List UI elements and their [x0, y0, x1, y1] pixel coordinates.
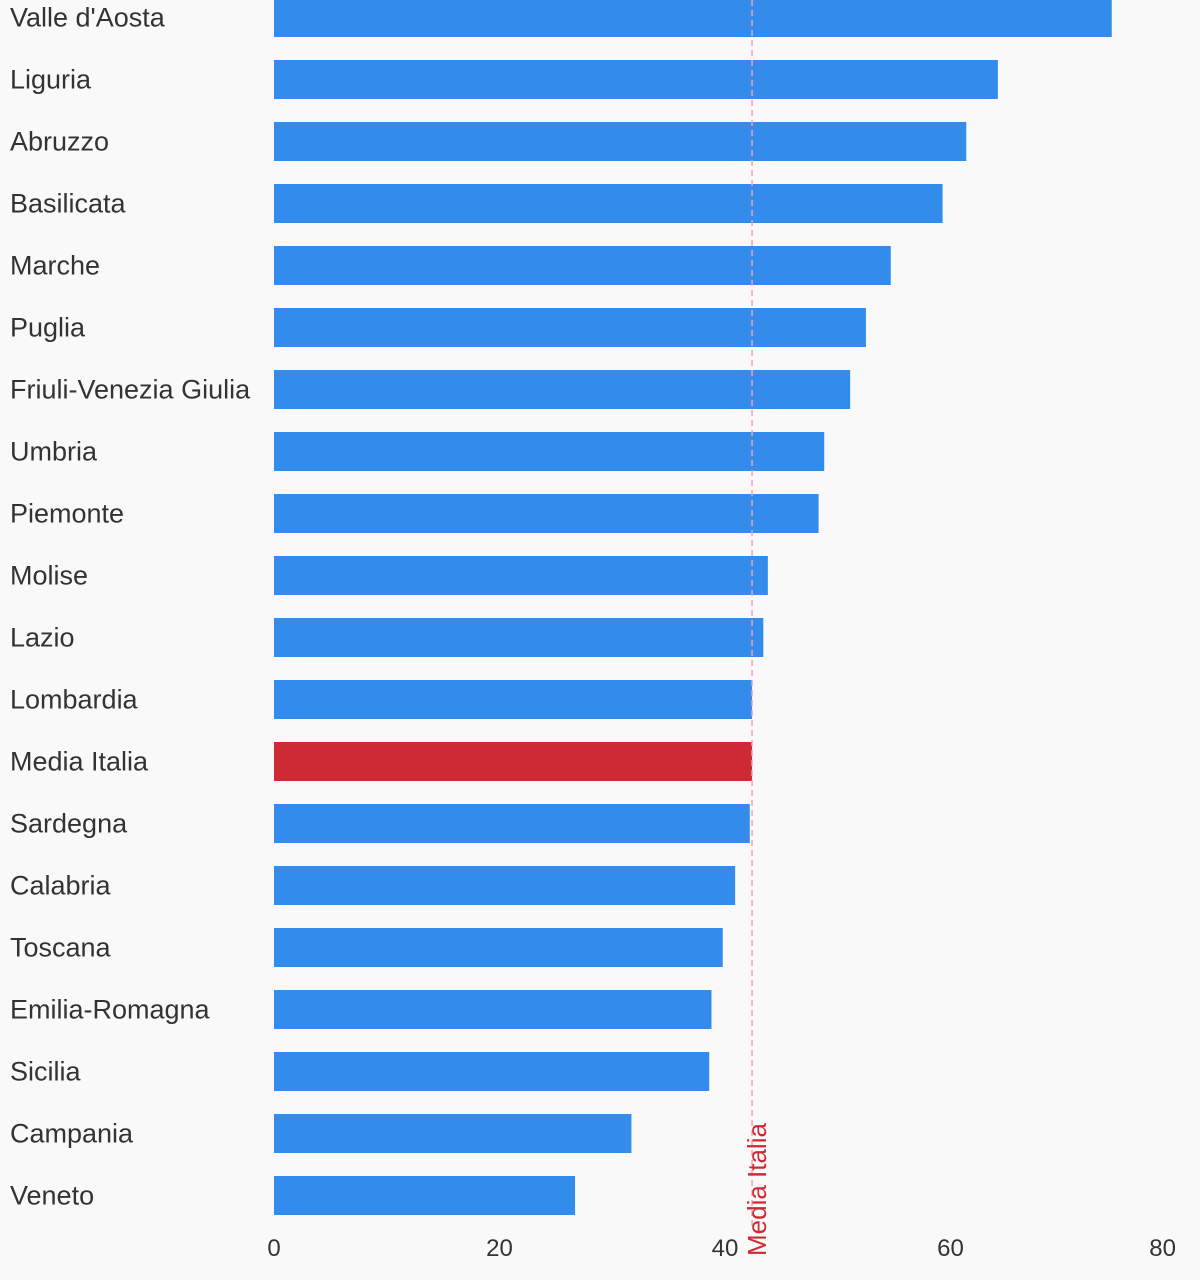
- category-labels-group: Valle d'Aosta Liguria Abruzzo Basilicata Mar…: [10, 3, 251, 1211]
- bar-puglia: [274, 308, 866, 347]
- category-label-sardegna: Sardegna: [10, 809, 128, 839]
- bar-molise: [274, 556, 768, 595]
- category-label-toscana: Toscana: [10, 933, 112, 963]
- category-label-molise: Molise: [10, 561, 88, 591]
- category-label-umbria: Umbria: [10, 437, 98, 467]
- x-tick-label-20: 20: [486, 1235, 513, 1262]
- bar-calabria: [274, 866, 736, 905]
- category-label-veneto: Veneto: [10, 1181, 94, 1211]
- bar-marche: [274, 246, 891, 285]
- category-label-lombardia: Lombardia: [10, 685, 139, 715]
- category-label-emilia-romagna: Emilia-Romagna: [10, 995, 211, 1025]
- category-label-campania: Campania: [10, 1119, 134, 1149]
- bar-lazio: [274, 618, 764, 657]
- bars-group: [274, 0, 1112, 1215]
- bar-basilicata: [274, 184, 943, 223]
- bar-friuli-venezia-giulia: [274, 370, 851, 409]
- reference-line-label: Media Italia: [742, 1123, 772, 1256]
- category-label-calabria: Calabria: [10, 871, 112, 901]
- category-label-lazio: Lazio: [10, 623, 75, 653]
- category-label-abruzzo: Abruzzo: [10, 127, 109, 157]
- x-tick-label-80: 80: [1149, 1235, 1176, 1262]
- category-label-friuli-venezia-giulia: Friuli-Venezia Giulia: [10, 375, 251, 405]
- bar-toscana: [274, 928, 723, 967]
- bar-piemonte: [274, 494, 819, 533]
- bar-campania: [274, 1114, 632, 1153]
- x-tick-label-40: 40: [712, 1235, 739, 1262]
- category-label-media-italia: Media Italia: [10, 747, 149, 777]
- x-tick-label-0: 0: [267, 1235, 280, 1262]
- category-label-marche: Marche: [10, 251, 100, 281]
- category-label-liguria: Liguria: [10, 65, 92, 95]
- bar-abruzzo: [274, 122, 967, 161]
- bar-sicilia: [274, 1052, 710, 1091]
- bar-veneto: [274, 1176, 576, 1215]
- bar-sardegna: [274, 804, 750, 843]
- bar-emilia-romagna: [274, 990, 712, 1029]
- bar-lombardia: [274, 680, 753, 719]
- x-tick-label-60: 60: [937, 1235, 964, 1262]
- category-label-puglia: Puglia: [10, 313, 86, 343]
- x-axis-ticks-group: 0 20 40 60 80: [267, 1235, 1176, 1262]
- category-label-basilicata: Basilicata: [10, 189, 127, 219]
- bar-media-italia: [274, 742, 753, 781]
- bar-umbria: [274, 432, 825, 471]
- category-label-sicilia: Sicilia: [10, 1057, 82, 1087]
- category-label-piemonte: Piemonte: [10, 499, 124, 529]
- bar-liguria: [274, 60, 998, 99]
- category-label-valle-d-aosta: Valle d'Aosta: [10, 3, 166, 33]
- bar-valle-d-aosta: [274, 0, 1112, 37]
